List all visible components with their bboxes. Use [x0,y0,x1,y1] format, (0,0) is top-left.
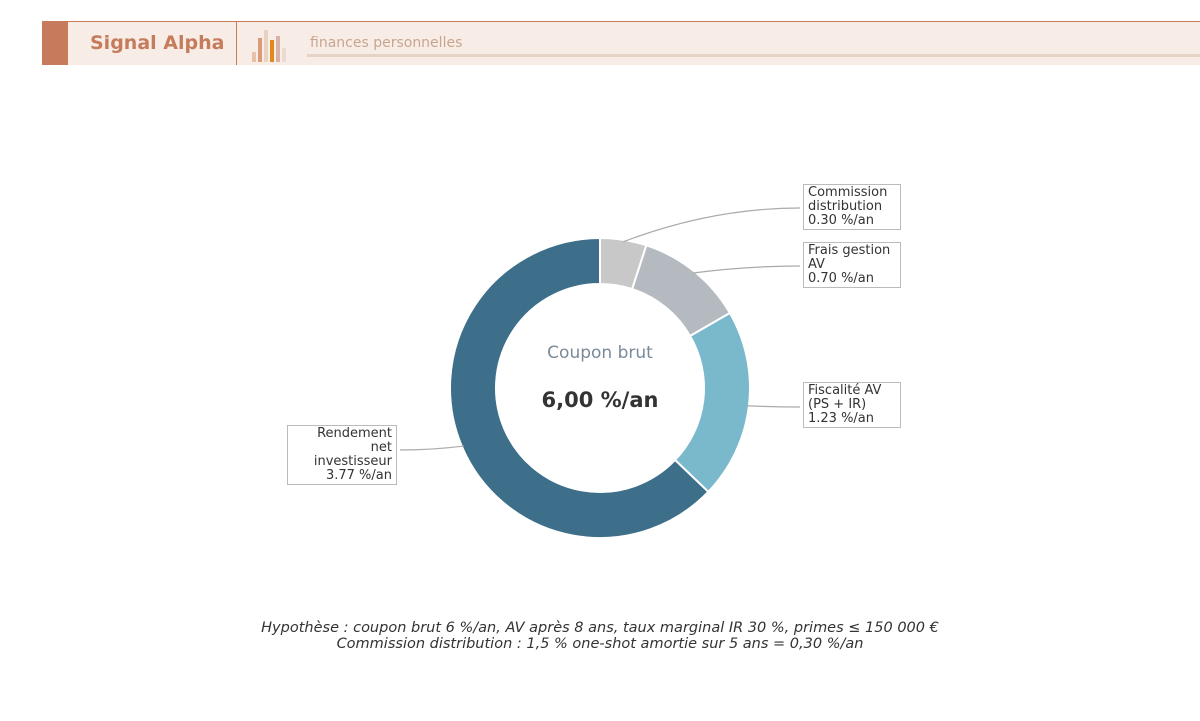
slice-label: Rendement net investisseur 3.77 %/an [287,425,397,485]
logo-icon [252,30,286,62]
leader-line [399,445,464,451]
leader-line [693,265,801,274]
label-value: 0.70 %/an [808,271,875,286]
footnote: Commission distribution : 1,5 % one-shot… [336,636,864,652]
label-name: Fiscalité AV (PS + IR) [808,383,882,412]
label-name: Commission distribution [808,185,888,214]
header: Signal Alpha finances personnelles [42,21,1200,65]
header-accent [42,22,68,65]
label-name: Rendement net investisseur [313,426,392,469]
label-name: Frais gestion AV [808,243,891,272]
leader-line [622,207,801,243]
subtitle: finances personnelles [310,35,463,51]
leader-line [746,405,801,408]
label-value: 1.23 %/an [808,411,875,426]
donut-slice [449,236,710,539]
donut-slice [673,311,751,494]
footnote: Hypothèse : coupon brut 6 %/an, AV après… [261,620,939,636]
slice-label: Frais gestion AV 0.70 %/an [803,242,901,288]
subtitle-rule [307,54,1200,57]
center-title: Coupon brut [547,343,653,363]
separator [236,22,237,65]
slice-label: Fiscalité AV (PS + IR) 1.23 %/an [803,382,901,428]
slice-label: Commission distribution 0.30 %/an [803,184,901,230]
center-value: 6,00 %/an [542,388,659,412]
brand: Signal Alpha [90,32,225,54]
label-value: 3.77 %/an [325,468,392,483]
label-value: 0.30 %/an [808,213,875,228]
